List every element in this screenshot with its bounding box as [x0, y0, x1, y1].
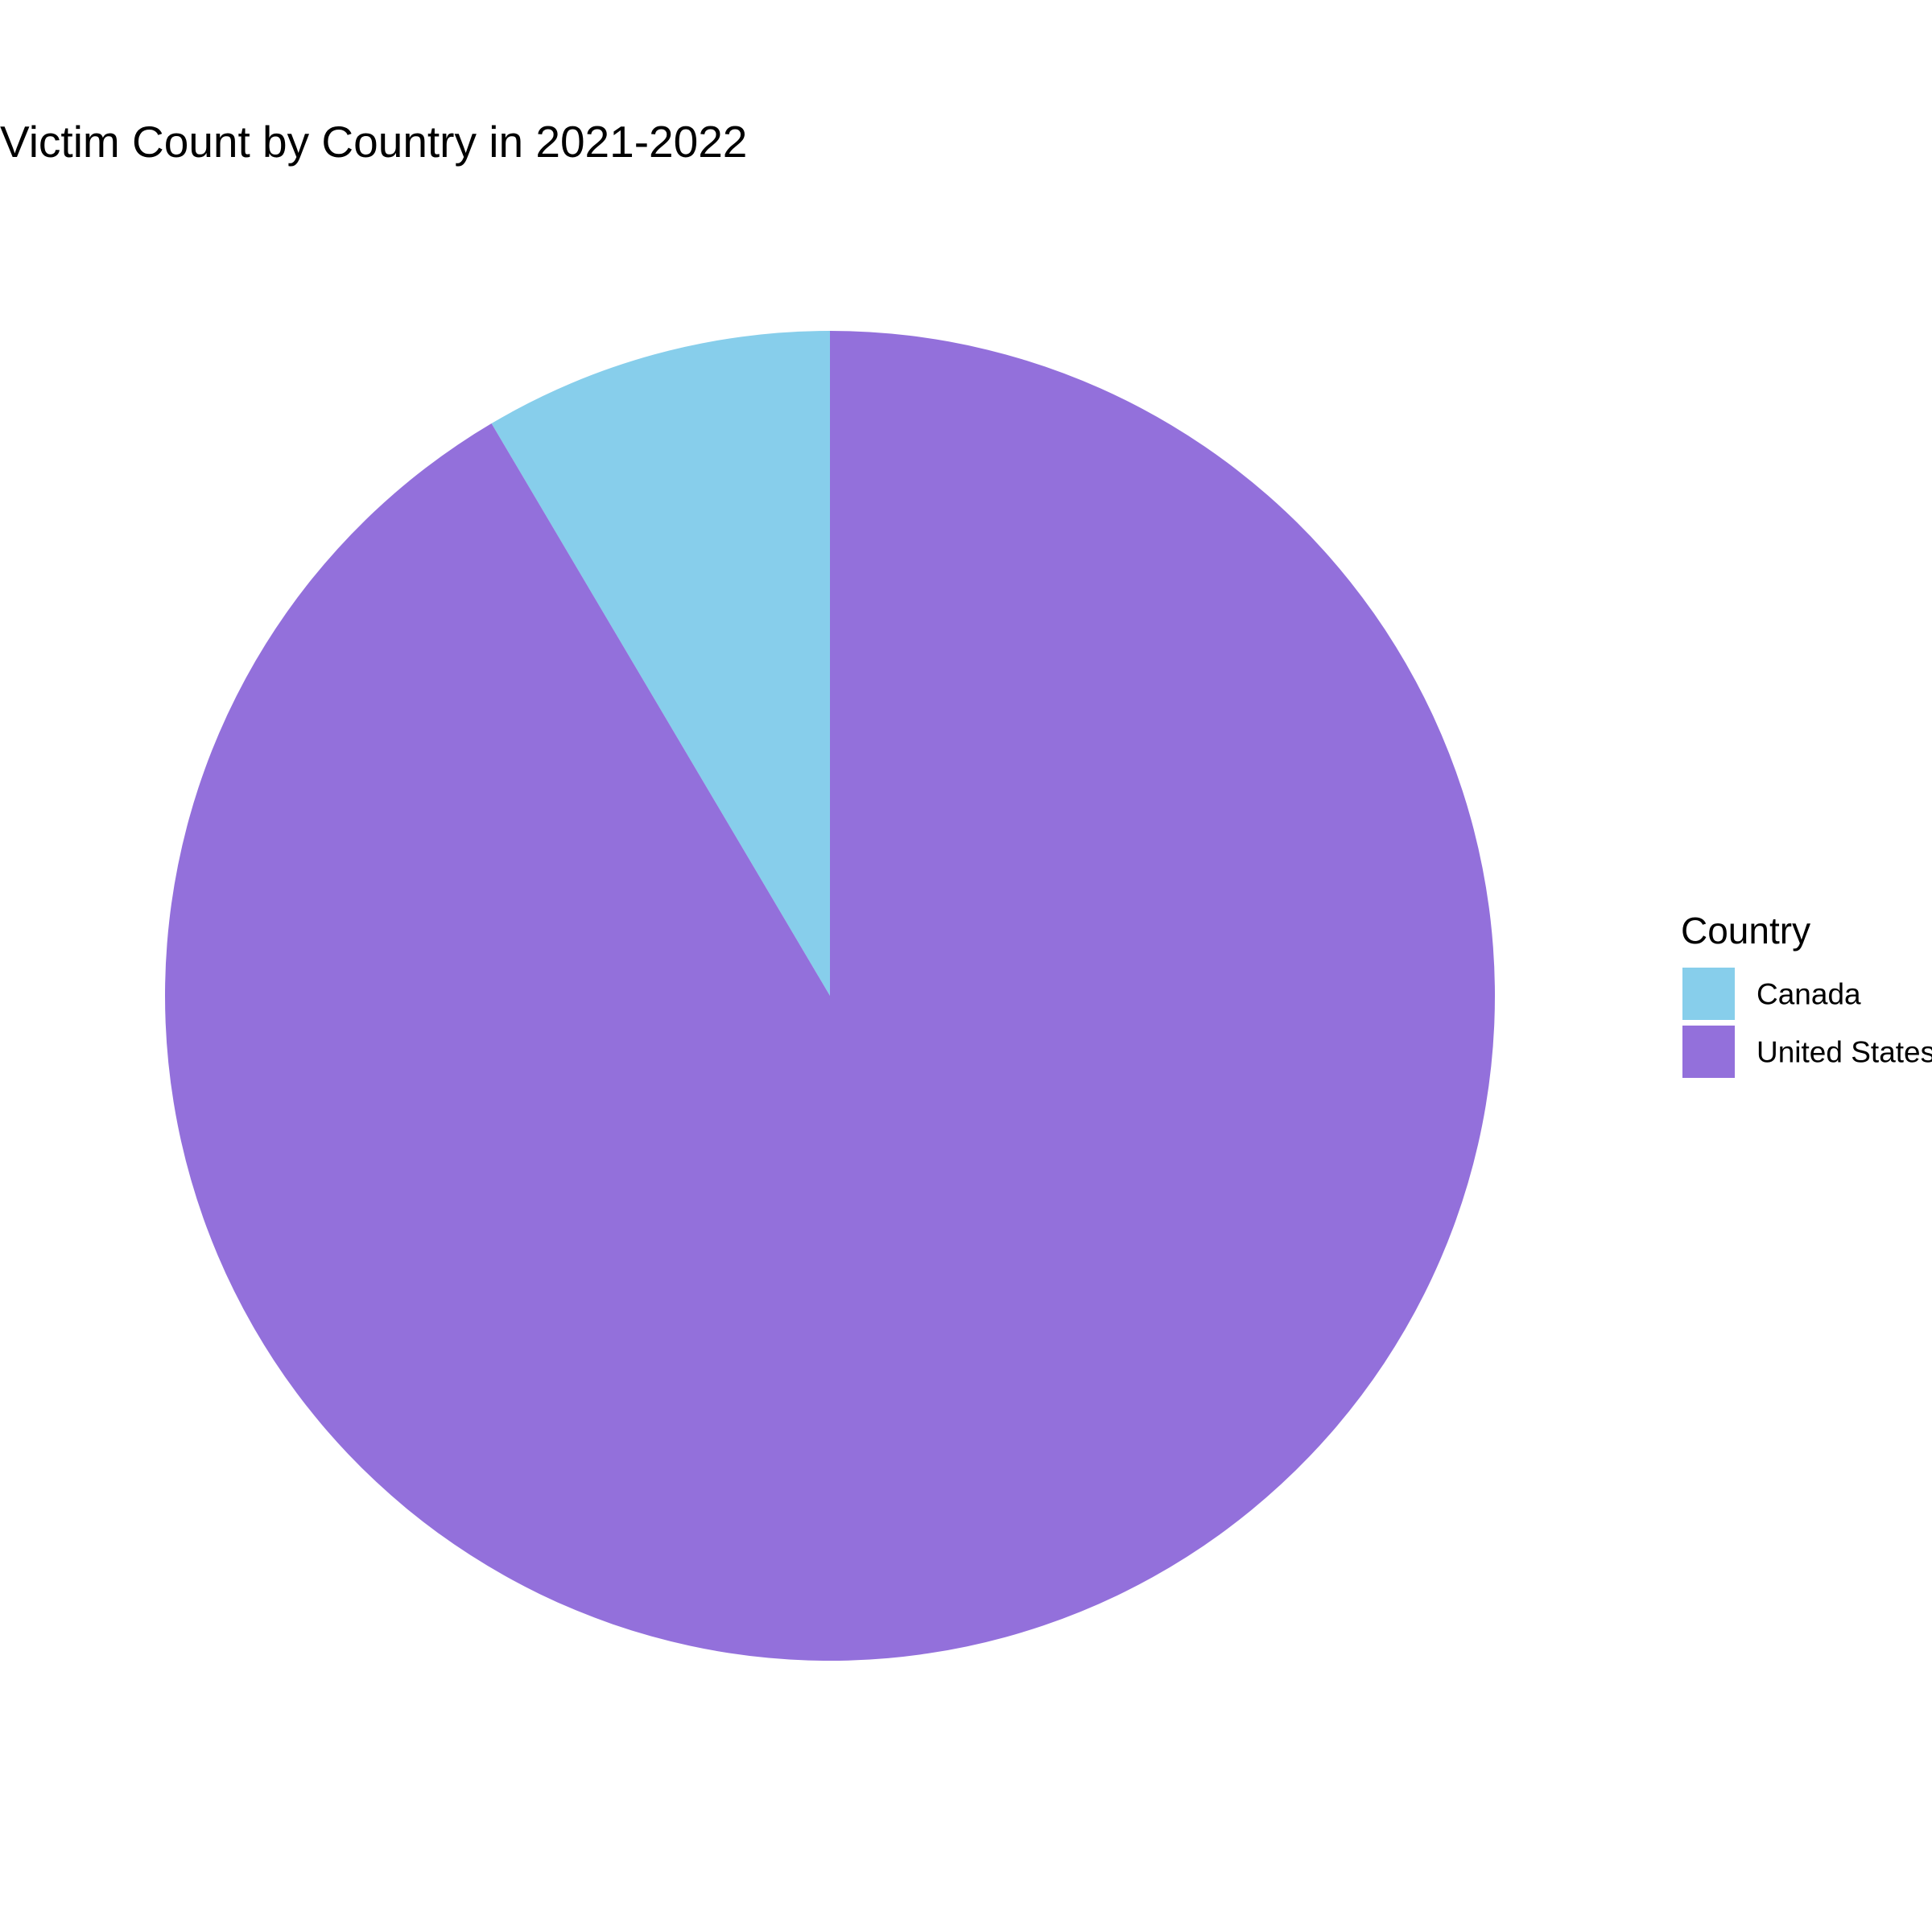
legend: Country Canada United States [1681, 910, 1932, 1078]
pie-slice-united-states [165, 331, 1496, 1661]
legend-key-canada [1682, 968, 1735, 1020]
legend-label-canada: Canada [1757, 978, 1861, 1011]
legend-key-united-states [1682, 1026, 1735, 1078]
pie-slices [165, 331, 1496, 1661]
pie-slice-canada [491, 331, 830, 996]
legend-label-united-states: United States [1757, 1036, 1932, 1069]
legend-items: Canada United States [1682, 968, 1932, 1078]
chart-title: Victim Count by Country in 2021-2022 [0, 117, 747, 167]
legend-title: Country [1681, 910, 1810, 952]
